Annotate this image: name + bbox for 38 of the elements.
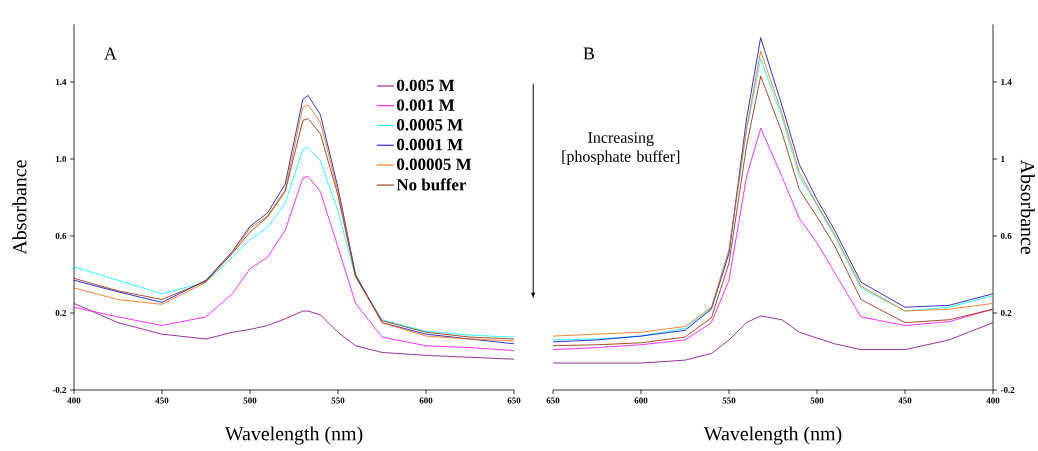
x-tick-label: 450: [898, 397, 912, 404]
legend-label: 0.001 M: [397, 99, 455, 111]
x-axis-title: Wavelength (nm): [703, 426, 842, 445]
legend-label: 0.0005 M: [397, 119, 463, 131]
x-tick-label: 500: [243, 397, 257, 404]
x-tick-label: 600: [419, 397, 433, 404]
legend-label: 0.00005 M: [397, 158, 472, 171]
x-tick-label: 550: [722, 397, 736, 404]
y-tick-label: 0.2: [55, 309, 67, 317]
text: B: [583, 47, 595, 60]
x-axis-title: Wavelength (nm): [224, 426, 363, 445]
y-tick-label: -0.2: [52, 386, 67, 394]
legend-label: No buffer: [396, 178, 467, 191]
legend-label: 0.005 M: [397, 79, 455, 92]
text: A: [104, 47, 117, 60]
y-tick-label: 0.2: [1000, 309, 1012, 317]
y-axis-title: Absorbance: [1020, 159, 1035, 255]
x-tick-label: 650: [546, 397, 560, 404]
line-series: [73, 175, 515, 351]
y-tick-label: 1: [1001, 156, 1005, 162]
line-series: [73, 302, 515, 360]
y-tick-label: 1.0: [55, 155, 67, 163]
x-tick-label: 600: [634, 397, 648, 404]
legend-label: 0.0001 M: [397, 138, 463, 151]
x-tick-label: 400: [67, 397, 81, 404]
y-tick-label: -0.2: [1000, 386, 1015, 394]
x-tick-label: 550: [331, 397, 345, 404]
line-series: [552, 127, 994, 350]
x-tick-label: 450: [155, 397, 169, 404]
x-tick-label: 400: [986, 397, 1000, 404]
y-tick-label: 0.6: [55, 232, 67, 240]
x-tick-label: 500: [810, 397, 824, 404]
y-tick-label: 1.4: [55, 78, 67, 86]
y-tick-label: 1.4: [1001, 78, 1012, 86]
annotation: Increasing [phosphate buffer]: [562, 132, 680, 166]
y-tick-label: 0.6: [1000, 232, 1012, 240]
y-axis-title: Absorbance: [12, 160, 27, 255]
x-tick-label: 650: [507, 397, 521, 404]
